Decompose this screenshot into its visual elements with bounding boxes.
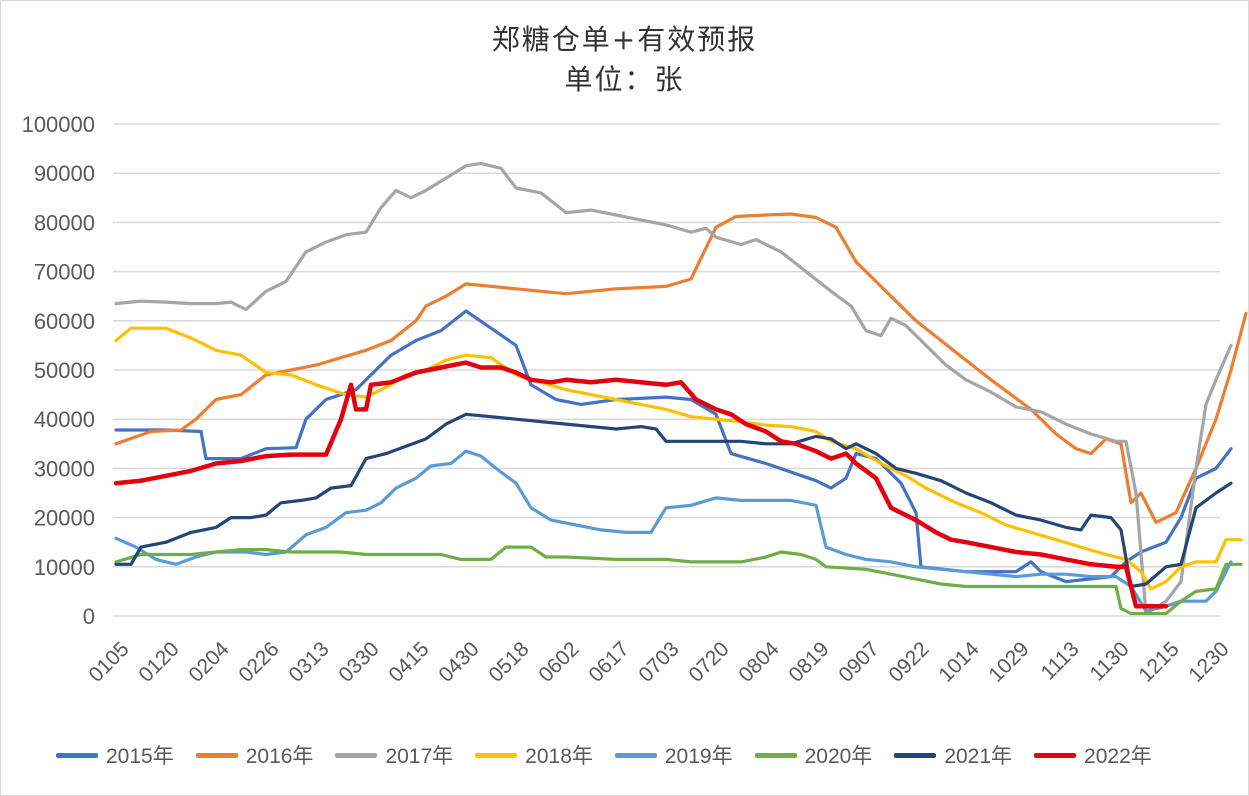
legend-item: 2016年 — [195, 740, 314, 770]
x-tick-label: 1014 — [934, 637, 984, 687]
y-tick-label: 30000 — [34, 456, 95, 481]
legend-swatch-icon — [475, 752, 518, 758]
legend-label: 2020年 — [804, 745, 873, 768]
legend-item: 2018年 — [475, 740, 593, 770]
x-tick-label: 1130 — [1086, 637, 1134, 685]
x-tick-label: 1230 — [1184, 637, 1233, 686]
legend-label: 2016年 — [245, 745, 314, 768]
series-line-2019 — [114, 449, 1233, 613]
x-tick-label: 1029 — [984, 637, 1033, 686]
x-tick-label: 0907 — [834, 637, 883, 686]
x-tick-label: 0617 — [584, 637, 633, 686]
y-tick-label: 60000 — [34, 309, 95, 334]
y-tick-label: 20000 — [34, 506, 95, 531]
series-line-2018 — [114, 326, 1243, 591]
x-tick-label: 0703 — [634, 637, 683, 686]
x-tick-label: 0720 — [684, 637, 733, 686]
legend-label: 2019年 — [664, 745, 733, 768]
x-tick-label: 0819 — [784, 637, 833, 686]
y-tick-label: 80000 — [34, 210, 95, 235]
x-tick-label: 1113 — [1037, 637, 1084, 684]
legend-item: 2021年 — [894, 740, 1012, 770]
series-line-2021 — [114, 412, 1233, 589]
legend-item: 2022年 — [1034, 740, 1152, 770]
y-tick-label: 40000 — [34, 407, 95, 432]
legend-swatch-icon — [195, 752, 238, 758]
y-tick-label: 50000 — [34, 358, 95, 383]
legend-swatch-icon — [894, 752, 937, 758]
legend-item: 2015年 — [56, 740, 174, 770]
legend-swatch-icon — [614, 752, 657, 758]
legend-item: 2019年 — [614, 740, 733, 770]
y-tick-label: 100000 — [22, 112, 95, 137]
x-tick-label: 0922 — [884, 637, 933, 686]
legend-label: 2018年 — [525, 745, 593, 768]
x-tick-label: 0415 — [384, 637, 433, 686]
chart-title: 郑糖仓单+有效预报 — [491, 23, 758, 56]
legend-label: 2022年 — [1084, 745, 1152, 768]
chart-subtitle: 单位：张 — [564, 63, 685, 96]
x-tick-label: 0518 — [484, 637, 533, 686]
series-line-2016 — [114, 212, 1248, 525]
chart-legend: 2015年 2016年 2017年 2018年 2019年 2020年 2021年 2022年 — [56, 740, 1174, 770]
x-tick-label: 0226 — [234, 637, 283, 686]
series-line-2017 — [114, 161, 1233, 616]
x-tick-label: 0204 — [184, 637, 234, 687]
x-tick-label: 0330 — [334, 637, 383, 686]
series-line-2022 — [113, 360, 1169, 609]
y-tick-label: 70000 — [34, 260, 95, 285]
x-tick-label: 0430 — [434, 637, 483, 686]
x-tick-label: 0804 — [734, 637, 784, 687]
legend-item: 2017年 — [335, 740, 453, 770]
legend-swatch-icon — [56, 752, 98, 758]
x-tick-label: 0120 — [134, 637, 183, 686]
legend-swatch-icon — [1034, 752, 1077, 758]
legend-label: 2021年 — [944, 745, 1013, 768]
legend-swatch-icon — [754, 752, 797, 758]
y-tick-label: 10000 — [34, 555, 95, 580]
legend-label: 2015年 — [106, 745, 174, 768]
x-tick-label: 1215 — [1134, 637, 1183, 686]
series-line-2020 — [114, 545, 1243, 616]
x-tick-label: 0105 — [84, 637, 133, 686]
legend-label: 2017年 — [385, 745, 454, 768]
legend-item: 2020年 — [754, 740, 873, 770]
x-tick-label: 0602 — [534, 637, 583, 686]
legend-swatch-icon — [335, 752, 378, 758]
x-tick-label: 0313 — [284, 637, 333, 686]
series-line-2015 — [114, 309, 1233, 584]
y-tick-label: 90000 — [34, 161, 95, 186]
y-tick-label: 0 — [83, 604, 95, 629]
